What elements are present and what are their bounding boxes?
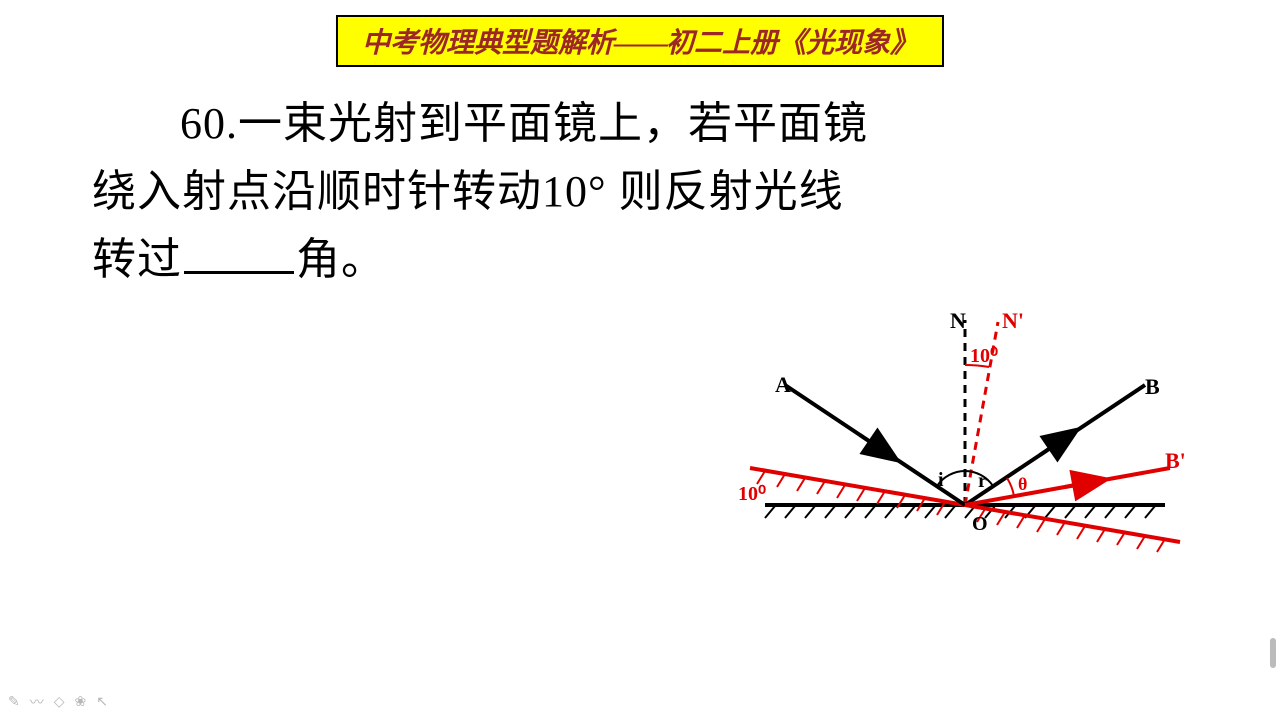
- header-banner: 中考物理典型题解析——初二上册《光现象》: [336, 15, 944, 67]
- label-A: A: [775, 372, 791, 397]
- reflected-ray-rotated-arrow: [1065, 482, 1092, 487]
- header-right: 初二上册《光现象》: [666, 28, 918, 59]
- label-i: i: [938, 469, 944, 491]
- q-line3a: 转过: [92, 235, 182, 284]
- label-r: r: [978, 470, 987, 492]
- label-N: N: [950, 310, 966, 333]
- mirror-original-hatch: [765, 506, 1155, 518]
- header-dash: ——: [614, 28, 666, 59]
- scroll-indicator: [1270, 638, 1276, 668]
- wave-icon[interactable]: 〰: [30, 692, 44, 712]
- pointer-icon[interactable]: ↖: [96, 694, 108, 711]
- question-text: 60.一束光射到平面镜上，若平面镜 绕入射点沿顺时针转动10° 则反射光线 转过…: [92, 90, 1220, 295]
- flower-icon[interactable]: ❀: [75, 694, 87, 711]
- fill-blank: [184, 227, 294, 274]
- reflection-diagram: N N' A B B' i r θ 10⁰ 10⁰ O: [720, 310, 1190, 570]
- diamond-icon[interactable]: ◇: [54, 694, 65, 711]
- q-line3b: 角。: [296, 235, 386, 284]
- label-B: B: [1145, 374, 1160, 399]
- question-number: 60.: [180, 99, 238, 148]
- arc-theta: [1007, 478, 1014, 496]
- pen-icon[interactable]: ✎: [8, 694, 20, 711]
- label-Nprime: N': [1002, 310, 1024, 333]
- label-theta: θ: [1018, 474, 1027, 494]
- q-line2a: 绕入射点沿顺时针转动10°: [92, 167, 607, 216]
- label-10-left: 10⁰: [738, 483, 766, 505]
- reflected-ray-arrow: [1040, 438, 1065, 455]
- label-O: O: [972, 513, 988, 535]
- label-10-top: 10⁰: [970, 345, 998, 367]
- incident-ray-arrow: [860, 435, 885, 452]
- label-Bprime: B': [1165, 448, 1186, 473]
- annotation-toolbar: ✎ 〰 ◇ ❀ ↖: [8, 692, 108, 712]
- mirror-rotated-hatch: [757, 471, 1165, 552]
- header-left: 中考物理典型题解析: [362, 28, 614, 59]
- q-line1: 一束光射到平面镜上，若平面镜: [238, 99, 868, 148]
- q-line2b: 则反射光线: [619, 167, 844, 216]
